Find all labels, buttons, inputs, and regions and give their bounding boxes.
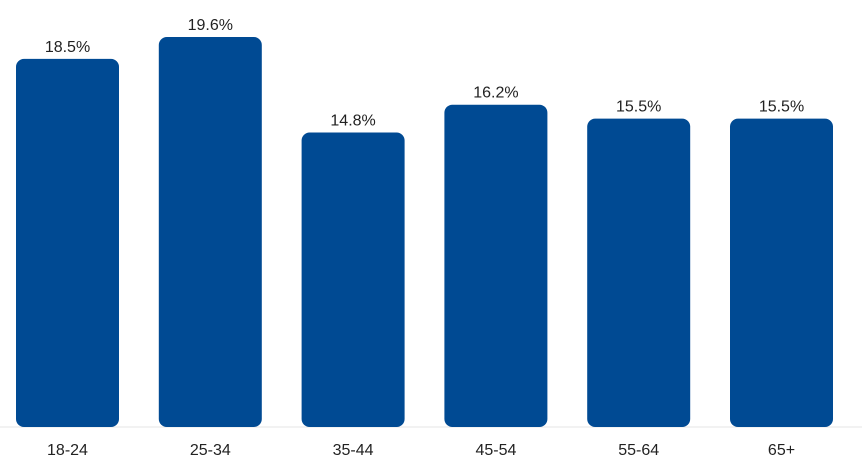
x-tick-label-65+: 65+ (768, 442, 795, 459)
x-axis-tick-labels: 18-24 25-34 35-44 45-54 55-64 65+ (47, 442, 795, 459)
bar-35-44 (301, 132, 405, 427)
x-tick-label-45-54: 45-54 (475, 442, 516, 459)
value-label-55-64: 15.5% (616, 99, 661, 116)
value-label-65+: 15.5% (759, 99, 804, 116)
bar-55-64 (587, 118, 691, 427)
bar-45-54 (444, 104, 548, 427)
bars-group (16, 37, 833, 428)
x-tick-label-25-34: 25-34 (190, 442, 231, 459)
value-label-25-34: 19.6% (188, 17, 233, 34)
bar-65+ (730, 118, 833, 427)
x-tick-label-55-64: 55-64 (618, 442, 659, 459)
value-label-18-24: 18.5% (45, 39, 90, 56)
value-label-45-54: 16.2% (473, 85, 518, 102)
bar-18-24 (16, 58, 119, 428)
value-label-35-44: 14.8% (330, 113, 375, 130)
bar-25-34 (158, 37, 262, 427)
x-tick-label-18-24: 18-24 (47, 442, 88, 459)
x-tick-label-35-44: 35-44 (333, 442, 374, 459)
value-labels-group: 18.5% 19.6% 14.8% 16.2% 15.5% 15.5% (45, 17, 804, 130)
